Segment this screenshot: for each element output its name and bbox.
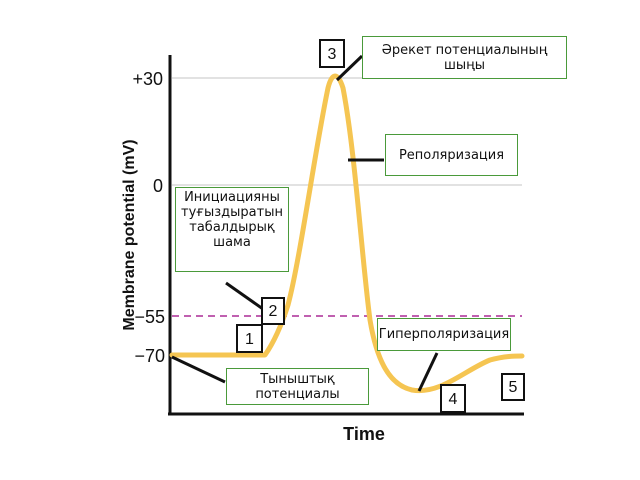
label-resting-potential: Тыныштық потенциалы (226, 368, 369, 405)
tick-minus70: −70 (134, 346, 165, 366)
phase-4-number: 4 (449, 391, 458, 408)
action-potential-curve (169, 73, 525, 394)
tick-minus55: −55 (134, 307, 165, 327)
phase-3-marker: 3 (319, 39, 345, 68)
tick-zero: 0 (153, 176, 163, 196)
tick-plus30: +30 (132, 69, 163, 89)
y-axis-label: Membrane potential (mV) (121, 139, 138, 330)
pointer-hyperpolarization (417, 352, 439, 392)
label-hyperpolarization: Гиперполяризация (377, 318, 511, 351)
pointer-peak (335, 54, 364, 82)
pointer-resting (171, 355, 226, 384)
phase-2-number: 2 (269, 303, 278, 320)
phase-1-marker: 1 (236, 324, 263, 353)
label-initiation-threshold: Инициацияны туғыздыратын табалдырық шама (175, 187, 289, 272)
label-action-potential-peak: Әрекет потенциалының шыңы (362, 36, 567, 79)
phase-5-number: 5 (509, 379, 518, 396)
phase-1-number: 1 (245, 331, 254, 348)
pointer-threshold (225, 281, 264, 311)
phase-2-marker: 2 (261, 297, 285, 325)
x-axis-label: Time (343, 424, 385, 444)
phase-5-marker: 5 (501, 373, 525, 401)
label-repolarization: Реполяризация (385, 134, 518, 176)
phase-3-number: 3 (328, 46, 337, 63)
phase-4-marker: 4 (440, 384, 466, 413)
